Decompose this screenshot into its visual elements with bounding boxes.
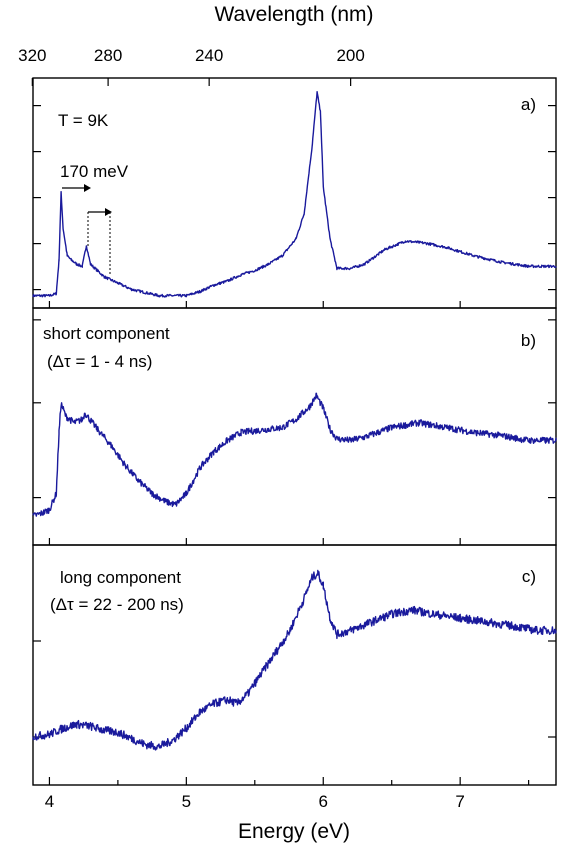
- bottom-axis-title: Energy (eV): [238, 820, 350, 843]
- panel-tag: c): [522, 567, 536, 586]
- x-tick-label: 6: [319, 792, 328, 811]
- panel-b: b) short component (Δτ = 1 - 4 ns): [32, 307, 557, 546]
- top-axis-ticks: 320 280 240 200: [18, 46, 365, 86]
- top-tick-label: 200: [336, 46, 364, 65]
- panel-tag: a): [521, 95, 536, 114]
- panel-note: (Δτ = 1 - 4 ns): [47, 352, 152, 371]
- x-tick-label: 4: [45, 792, 54, 811]
- series-line-c: [32, 569, 557, 751]
- panel-note: 170 meV: [60, 162, 129, 181]
- top-tick-label: 240: [195, 46, 223, 65]
- panel-frame: [32, 77, 557, 309]
- top-tick-label: 280: [94, 46, 122, 65]
- panel-note: short component: [43, 324, 170, 343]
- panels-layer: a) T = 9K 170 meV b) short component (Δτ = 1 …: [32, 77, 557, 786]
- series-line-b: [32, 392, 557, 517]
- panel-note: T = 9K: [58, 111, 109, 130]
- panel-a: a) T = 9K 170 meV: [32, 77, 557, 309]
- panel-c: c) long component (Δτ = 22 - 200 ns): [32, 544, 557, 786]
- arrow-head: [105, 208, 112, 216]
- x-tick-label: 7: [455, 792, 464, 811]
- panel-note: (Δτ = 22 - 200 ns): [50, 595, 184, 614]
- panel-note: long component: [60, 568, 181, 587]
- bottom-axis-ticks: 4 5 6 7: [45, 301, 530, 811]
- arrow-head: [84, 184, 91, 192]
- x-tick-label: 5: [182, 792, 191, 811]
- panel-tag: b): [521, 331, 536, 350]
- panel-frame: [32, 307, 557, 546]
- series-line-a: [32, 91, 557, 298]
- top-axis-title: Wavelength (nm): [214, 3, 373, 26]
- panel-frame: [32, 544, 557, 786]
- top-tick-label: 320: [18, 46, 46, 65]
